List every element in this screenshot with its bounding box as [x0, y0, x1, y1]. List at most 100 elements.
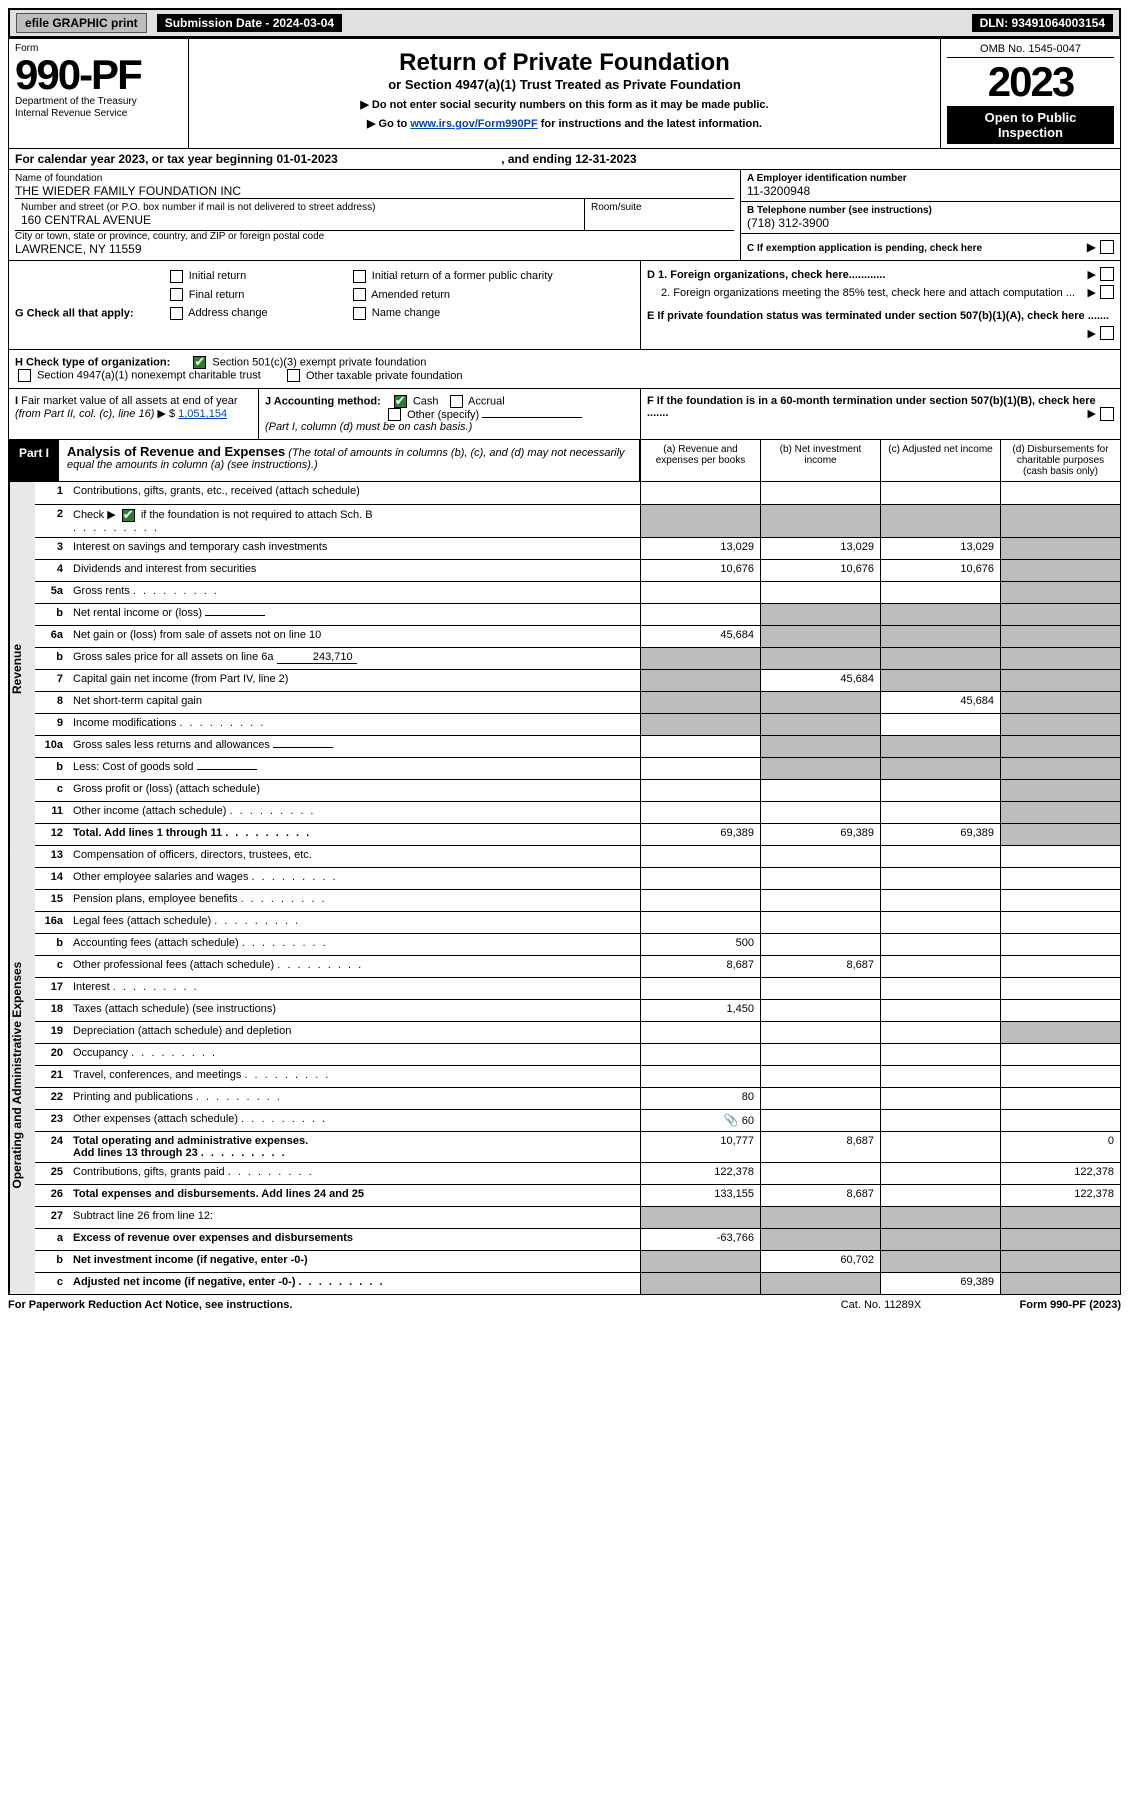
cell-d [1000, 824, 1120, 845]
line-desc: Occupancy [69, 1044, 640, 1065]
f-checkbox[interactable] [1100, 407, 1114, 421]
line-16a: 16aLegal fees (attach schedule) [35, 911, 1120, 933]
cell-d [1000, 1251, 1120, 1272]
cell-d [1000, 692, 1120, 713]
line-2: 2Check ▶ if the foundation is not requir… [35, 504, 1120, 537]
cell-a: 69,389 [640, 824, 760, 845]
line-no: 9 [35, 714, 69, 735]
cell-a [640, 1022, 760, 1043]
accrual-checkbox[interactable] [450, 395, 463, 408]
cell-b: 60,702 [760, 1251, 880, 1272]
identity-row-1: Name of foundation THE WIEDER FAMILY FOU… [8, 170, 1121, 261]
cell-c [880, 1132, 1000, 1162]
cell-b [760, 802, 880, 823]
cell-c [880, 956, 1000, 977]
line-no: 20 [35, 1044, 69, 1065]
cell-d [1000, 934, 1120, 955]
section-h: H Check type of organization: Section 50… [8, 350, 1121, 389]
cell-a: 1,450 [640, 1000, 760, 1021]
opt-other: Other taxable private foundation [306, 370, 463, 382]
line-no: 6a [35, 626, 69, 647]
dln-label: DLN: 93491064003154 [972, 14, 1113, 32]
cell-b [760, 934, 880, 955]
opt-cash: Cash [413, 396, 439, 408]
other-method-checkbox[interactable] [388, 408, 401, 421]
cell-a [640, 868, 760, 889]
501c3-checkbox[interactable] [193, 356, 206, 369]
line-12: 12Total. Add lines 1 through 11 69,38969… [35, 823, 1120, 845]
col-d-header: (d) Disbursements for charitable purpose… [1000, 440, 1120, 481]
line-no: 26 [35, 1185, 69, 1206]
cell-c: 69,389 [880, 824, 1000, 845]
4947-checkbox[interactable] [18, 369, 31, 382]
line-desc: Total. Add lines 1 through 11 [69, 824, 640, 845]
initial-former-checkbox[interactable] [353, 270, 366, 283]
line-3: 3Interest on savings and temporary cash … [35, 537, 1120, 559]
line-19: 19Depreciation (attach schedule) and dep… [35, 1021, 1120, 1043]
efile-top-bar: efile GRAPHIC print Submission Date - 20… [8, 8, 1121, 38]
exemption-checkbox[interactable] [1100, 240, 1114, 254]
line-desc: Net investment income (if negative, ente… [69, 1251, 640, 1272]
line-18: 18Taxes (attach schedule) (see instructi… [35, 999, 1120, 1021]
note2-post: for instructions and the latest informat… [538, 118, 762, 130]
initial-return-checkbox[interactable] [170, 270, 183, 283]
line-desc: Excess of revenue over expenses and disb… [69, 1229, 640, 1250]
cell-c [880, 1110, 1000, 1131]
line-17: 17Interest [35, 977, 1120, 999]
cell-a [640, 780, 760, 801]
cell-c [880, 934, 1000, 955]
cell-d [1000, 736, 1120, 757]
cell-b [760, 1022, 880, 1043]
d1-label: D 1. Foreign organizations, check here..… [647, 269, 885, 281]
line-desc: Interest on savings and temporary cash i… [69, 538, 640, 559]
line-desc: Adjusted net income (if negative, enter … [69, 1273, 640, 1294]
form-subtitle: or Section 4947(a)(1) Trust Treated as P… [195, 77, 934, 92]
ein-value: 11-3200948 [747, 184, 1114, 198]
cell-b [760, 582, 880, 603]
line-no: 27 [35, 1207, 69, 1228]
cell-d [1000, 670, 1120, 691]
amended-return-checkbox[interactable] [353, 288, 366, 301]
d2-checkbox[interactable] [1100, 285, 1114, 299]
final-return-checkbox[interactable] [170, 288, 183, 301]
line-desc: Contributions, gifts, grants, etc., rece… [69, 482, 640, 504]
line-no: c [35, 956, 69, 977]
cell-c [880, 505, 1000, 537]
opt-initial: Initial return [189, 270, 246, 282]
cell-a: 📎 60 [640, 1110, 760, 1131]
line-6a: 6aNet gain or (loss) from sale of assets… [35, 625, 1120, 647]
cell-d [1000, 1273, 1120, 1294]
part1-tab: Part I [9, 440, 59, 481]
tax-year: 2023 [947, 58, 1114, 106]
e-checkbox[interactable] [1100, 326, 1114, 340]
cell-b [760, 1163, 880, 1184]
page-footer: For Paperwork Reduction Act Notice, see … [8, 1295, 1121, 1315]
line-no: 18 [35, 1000, 69, 1021]
attachment-icon[interactable]: 📎 [724, 1113, 739, 1127]
cell-a [640, 890, 760, 911]
d2-label: 2. Foreign organizations meeting the 85%… [661, 287, 1075, 299]
cell-d [1000, 560, 1120, 581]
cell-a: 122,378 [640, 1163, 760, 1184]
schb-checkbox[interactable] [122, 509, 135, 522]
cell-c [880, 604, 1000, 625]
dept-treasury: Department of the Treasury [15, 96, 182, 108]
opt-final: Final return [189, 289, 245, 301]
line-no: 22 [35, 1088, 69, 1109]
address-change-checkbox[interactable] [170, 307, 183, 320]
line-9: 9Income modifications [35, 713, 1120, 735]
form990pf-link[interactable]: www.irs.gov/Form990PF [410, 118, 537, 130]
line-desc: Less: Cost of goods sold [69, 758, 640, 779]
cell-b [760, 505, 880, 537]
name-change-checkbox[interactable] [353, 307, 366, 320]
cell-c [880, 670, 1000, 691]
efile-print-button[interactable]: efile GRAPHIC print [16, 13, 147, 33]
d1-checkbox[interactable] [1100, 267, 1114, 281]
line-no: 24 [35, 1132, 69, 1162]
line-desc: Pension plans, employee benefits [69, 890, 640, 911]
fmv-value[interactable]: 1,051,154 [178, 408, 227, 420]
line-no: 1 [35, 482, 69, 504]
cell-c: 45,684 [880, 692, 1000, 713]
other-taxable-checkbox[interactable] [287, 369, 300, 382]
cash-checkbox[interactable] [394, 395, 407, 408]
